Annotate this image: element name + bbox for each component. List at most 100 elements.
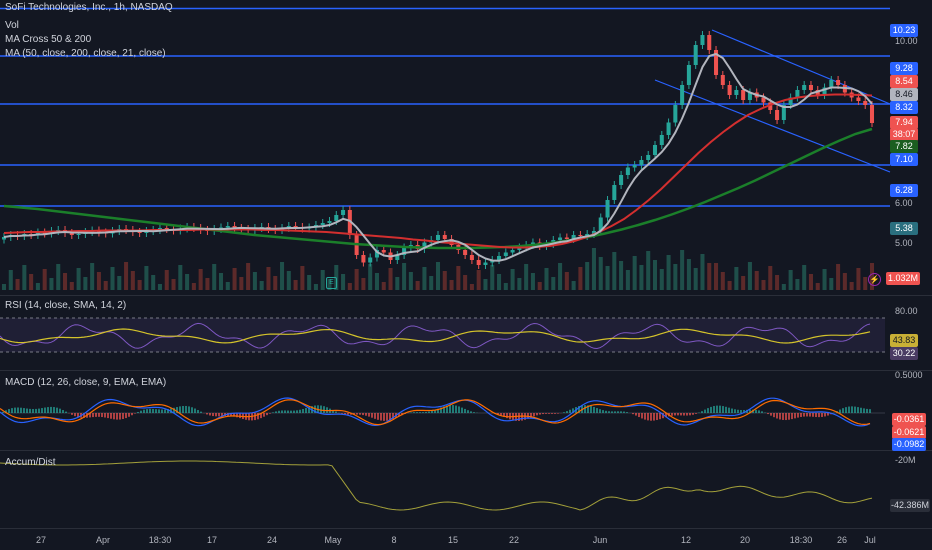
candle-body [775,110,780,120]
macd-histogram-bar [701,411,703,413]
volume-bar [863,277,868,290]
macd-histogram-bar [236,413,238,418]
volume-bar [625,270,630,290]
macd-histogram-bar [2,411,4,413]
macd-histogram-bar [83,413,85,418]
macd-histogram-bar [602,410,604,413]
macd-histogram-bar [164,409,166,413]
volume-bar [463,275,468,290]
volume-bar [449,280,454,290]
volume-bar [619,261,624,290]
macd-histogram-bar [398,413,400,417]
volume-bar [273,276,278,290]
macd-histogram-bar [704,409,706,413]
macd-histogram-bar [554,413,556,414]
macd-histogram-bar [506,413,508,419]
volume-tag: 1.032M [886,272,920,285]
candle-body [395,255,400,260]
vol-legend[interactable]: Vol [5,20,19,31]
volume-bar [591,248,596,290]
volume-bar [408,272,413,290]
macd-histogram-bar [779,413,781,420]
time-axis-divider [0,528,932,529]
macd-histogram-bar [125,413,127,419]
macd-histogram-bar [95,413,97,417]
macd-histogram-bar [722,406,724,413]
macd-histogram-bar [374,413,376,419]
macd-histogram-bar [755,409,757,413]
macd-histogram-bar [824,413,826,417]
time-tick: Jul [864,535,876,545]
time-tick: 22 [508,535,520,545]
candle-body [659,135,664,145]
macd-histogram-bar [596,408,598,413]
macd-histogram-bar [299,409,301,413]
macd-histogram-bar [458,406,460,413]
earnings-marker-icon[interactable]: E [326,277,337,289]
volume-bar [686,259,691,290]
volume-bar [530,273,535,290]
rsi-tick: 80.00 [895,306,918,316]
macd-histogram-bar [737,409,739,413]
time-tick: 24 [266,535,278,545]
volume-bar [374,273,379,290]
macd-histogram-bar [176,407,178,413]
macd-histogram-bar [323,406,325,413]
candle-body [741,90,746,100]
macd-histogram-bar [644,413,646,420]
macd-histogram-bar [194,408,196,413]
macd-histogram-bar [647,413,649,421]
macd-histogram-bar [14,407,16,413]
lightning-icon[interactable]: ⚡ [868,273,881,286]
accum-legend[interactable]: Accum/Dist [5,457,56,468]
volume-bar [171,279,176,290]
volume-bar [815,283,820,290]
macd-histogram-bar [128,413,130,417]
volume-bar [76,268,81,290]
macd-histogram-bar [296,410,298,413]
candle-body [693,45,698,65]
level-tag: 6.28 [890,184,918,197]
macd-histogram-bar [725,406,727,413]
volume-bar [734,267,739,290]
volume-bar [354,269,359,290]
macd-histogram-bar [377,413,379,420]
candle-body [612,185,617,200]
macd-histogram-bar [593,406,595,413]
candle-body [808,85,813,90]
candle-body [469,255,474,260]
time-tick: Jun [592,535,608,545]
pane-divider[interactable] [0,370,932,371]
rsi-line [0,322,871,350]
macd-legend[interactable]: MACD (12, 26, close, 9, EMA, EMA) [5,377,167,388]
ma-legend[interactable]: MA (50, close, 200, close, 21, close) [5,48,166,59]
macd-histogram-bar [443,406,445,413]
macd-histogram-bar [464,408,466,413]
macd-histogram-bar [41,408,43,413]
macd-histogram-bar [689,413,691,416]
pane-divider[interactable] [0,295,932,296]
macd-histogram-bar [365,413,367,416]
macd-histogram-bar [272,412,274,413]
macd-histogram-bar [44,407,46,413]
ma-cross-legend[interactable]: MA Cross 50 & 200 [5,34,92,45]
macd-histogram-bar [197,410,199,413]
volume-bar [313,284,318,290]
macd-signal-line [0,399,871,426]
macd-histogram-bar [671,413,673,416]
candle-body [768,102,773,110]
macd-histogram-bar [47,407,49,413]
macd-histogram-bar [455,405,457,413]
macd-histogram-bar [551,413,553,414]
pane-divider[interactable] [0,450,932,451]
volume-bar [124,262,129,290]
rsi-legend[interactable]: RSI (14, close, SMA, 14, 2) [5,300,127,311]
macd-histogram-bar [569,409,571,413]
macd-histogram-bar [131,413,133,416]
volume-bar [259,281,264,290]
macd-histogram-bar [107,413,109,419]
volume-bar [178,265,183,290]
macd-histogram-bar [641,413,643,419]
candle-body [707,35,712,50]
